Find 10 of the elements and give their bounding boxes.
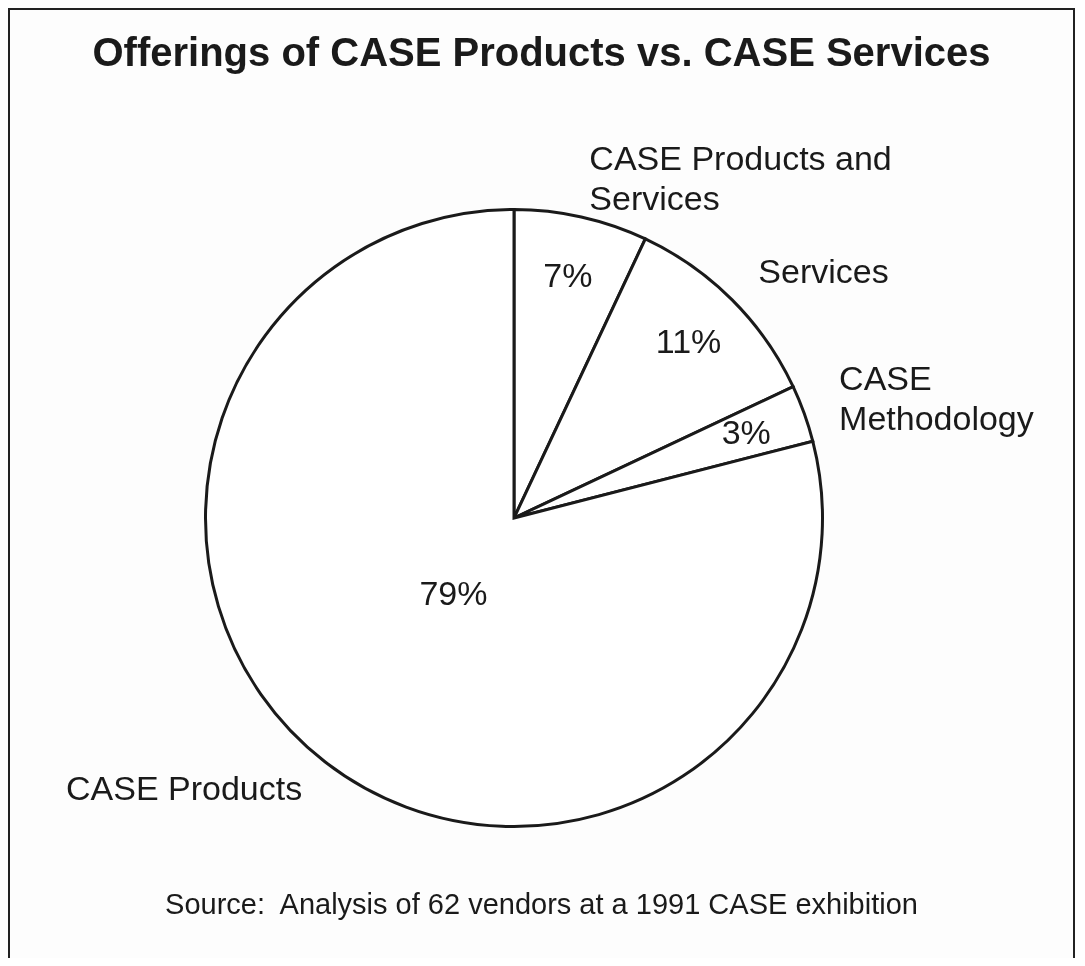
- slice-label: Services: [758, 252, 889, 291]
- data-label: 79%: [419, 574, 488, 613]
- slice-label: CASE Methodology: [839, 359, 1034, 438]
- data-label: 11%: [655, 321, 722, 360]
- data-label: 7%: [543, 255, 593, 294]
- data-label: 3%: [721, 412, 771, 451]
- slice-label: CASE Products: [66, 769, 303, 808]
- chart-title: Offerings of CASE Products vs. CASE Services: [91, 29, 992, 76]
- slice-label: CASE Products and Services: [589, 139, 892, 218]
- source-note: Source: Analysis of 62 vendors at a 1991 CASE exhibition: [164, 887, 919, 922]
